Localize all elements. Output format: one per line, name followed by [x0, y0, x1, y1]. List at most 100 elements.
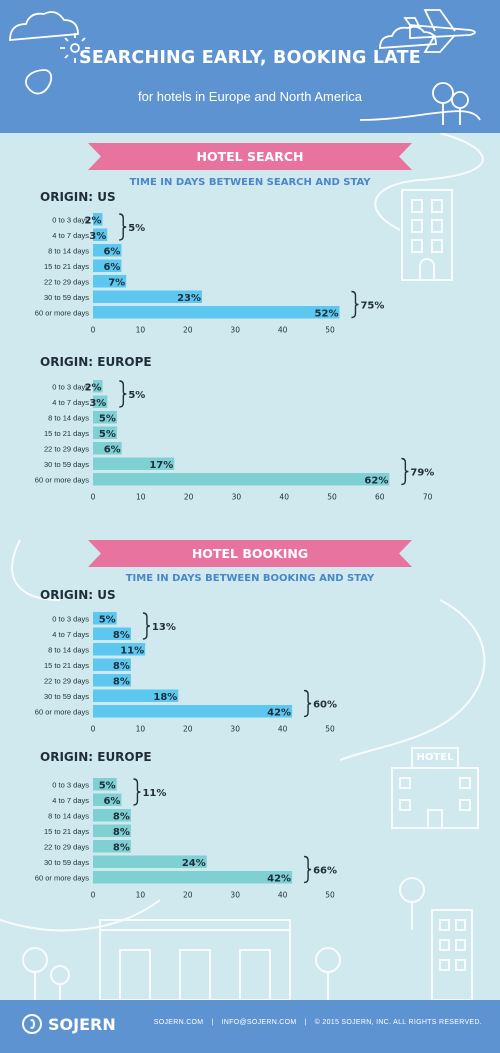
x-tick-label: 10	[136, 493, 146, 502]
data-label: 2%	[84, 216, 101, 227]
brand-logo[interactable]: SOJERN	[22, 1014, 116, 1034]
bracket	[351, 290, 359, 319]
x-tick-label: 50	[325, 326, 335, 335]
data-label: 24%	[182, 858, 206, 869]
category-label: 22 to 29 days	[44, 278, 89, 287]
separator: |	[211, 1019, 214, 1026]
data-label: 5%	[99, 414, 116, 425]
data-label: 6%	[103, 247, 120, 258]
x-tick-label: 0	[91, 891, 96, 900]
cloud-icon	[379, 25, 437, 49]
category-label: 30 to 59 days	[44, 692, 89, 701]
bar	[93, 658, 131, 671]
x-tick-label: 30	[230, 891, 240, 900]
bracket	[401, 457, 409, 486]
sun-icon	[60, 33, 90, 63]
bar	[93, 674, 131, 687]
category-label: 22 to 29 days	[44, 445, 89, 454]
x-tick-label: 30	[230, 725, 240, 734]
bar	[93, 855, 207, 868]
section-ribbon-search: HOTEL SEARCH	[88, 143, 412, 170]
category-label: 0 to 3 days	[52, 216, 89, 225]
bar	[93, 705, 293, 718]
bar	[93, 473, 390, 486]
bracket-label: 60%	[313, 700, 337, 711]
data-label: 8%	[113, 630, 130, 641]
data-label: 18%	[153, 692, 177, 703]
category-label: 60 or more days	[35, 309, 89, 318]
category-label: 30 to 59 days	[44, 460, 89, 469]
x-tick-label: 20	[183, 891, 193, 900]
data-label: 6%	[103, 796, 120, 807]
data-label: 23%	[177, 293, 201, 304]
bar	[93, 643, 146, 656]
bar	[93, 457, 175, 470]
category-label: 0 to 3 days	[52, 383, 89, 392]
x-tick-label: 20	[184, 493, 194, 502]
x-tick-label: 0	[91, 326, 96, 335]
x-tick-label: 30	[232, 493, 242, 502]
category-label: 4 to 7 days	[52, 630, 89, 639]
bracket	[119, 380, 127, 408]
x-tick-label: 60	[375, 493, 385, 502]
data-label: 7%	[108, 278, 125, 289]
bracket	[119, 213, 127, 241]
data-label: 42%	[267, 708, 291, 719]
header-banner: SEARCHING EARLY, BOOKING LATE for hotels…	[0, 0, 500, 133]
category-label: 30 to 59 days	[44, 293, 89, 302]
bar	[93, 840, 131, 853]
footer: SOJERN SOJERN.COM | INFO@SOJERN.COM | © 2015…	[0, 1000, 500, 1053]
chart-title: ORIGIN: EUROPE	[40, 750, 152, 764]
category-label: 22 to 29 days	[44, 843, 89, 852]
bracket-label: 5%	[128, 223, 145, 234]
sojern-logo-icon	[22, 1014, 42, 1034]
bar	[93, 824, 131, 837]
x-tick-label: 50	[325, 891, 335, 900]
hotel-sign-text: HOTEL	[416, 752, 454, 763]
header-illustrations	[9, 9, 481, 125]
category-label: 8 to 14 days	[48, 414, 89, 423]
x-tick-label: 20	[183, 725, 193, 734]
data-label: 8%	[113, 827, 130, 838]
category-label: 8 to 14 days	[48, 646, 89, 655]
x-tick-label: 0	[91, 493, 96, 502]
x-tick-label: 40	[278, 725, 288, 734]
bar	[93, 290, 203, 303]
data-label: 5%	[99, 781, 116, 792]
category-label: 4 to 7 days	[52, 796, 89, 805]
section-ribbon-booking: HOTEL BOOKING	[88, 540, 412, 567]
x-tick-label: 10	[136, 725, 146, 734]
bar	[93, 442, 122, 455]
email-link[interactable]: INFO@SOJERN.COM	[221, 1019, 297, 1026]
data-label: 8%	[113, 843, 130, 854]
category-label: 15 to 21 days	[44, 262, 89, 271]
data-label: 3%	[89, 231, 106, 242]
category-label: 22 to 29 days	[44, 677, 89, 686]
bar	[93, 809, 131, 822]
bracket	[304, 689, 312, 718]
category-label: 4 to 7 days	[52, 231, 89, 240]
x-tick-label: 40	[278, 891, 288, 900]
category-label: 60 or more days	[35, 874, 89, 883]
category-label: 15 to 21 days	[44, 827, 89, 836]
x-tick-label: 40	[278, 326, 288, 335]
website-link[interactable]: SOJERN.COM	[153, 1019, 204, 1026]
airplane-icon	[403, 9, 476, 53]
bar	[93, 411, 117, 424]
data-label: 3%	[89, 398, 106, 409]
data-label: 42%	[267, 874, 291, 885]
page-subtitle: for hotels in Europe and North America	[137, 89, 362, 104]
page-title: SEARCHING EARLY, BOOKING LATE	[79, 48, 421, 68]
data-label: 6%	[104, 445, 121, 456]
x-tick-label: 40	[279, 493, 289, 502]
data-label: 5%	[99, 429, 116, 440]
category-label: 30 to 59 days	[44, 858, 89, 867]
data-label: 5%	[99, 615, 116, 626]
chart-title: ORIGIN: US	[40, 588, 116, 602]
chart-title: ORIGIN: US	[40, 190, 116, 204]
bar	[93, 306, 340, 319]
category-label: 4 to 7 days	[52, 398, 89, 407]
